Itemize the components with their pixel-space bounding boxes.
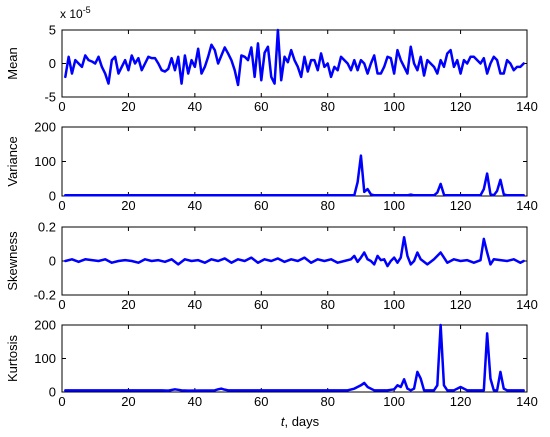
y-tick-label: -5 (44, 90, 56, 105)
x-tick-label: 60 (254, 198, 268, 213)
x-tick-label: 20 (121, 99, 135, 114)
x-axis-label: t, days (281, 414, 320, 429)
x-tick-label: 120 (450, 297, 472, 312)
x-tick-label: 140 (516, 394, 538, 409)
axis-exponent-label: x 10-5 (60, 5, 91, 21)
y-tick-label: 100 (34, 154, 56, 169)
x-tick-label: 0 (58, 198, 65, 213)
x-tick-label: 80 (320, 99, 334, 114)
x-tick-label: 40 (188, 198, 202, 213)
y-tick-label: 0 (49, 254, 56, 269)
y-tick-label: 100 (34, 351, 56, 366)
x-axis-label-italic: t (281, 414, 286, 429)
x-tick-label: 60 (254, 297, 268, 312)
variance-series-line (64, 154, 525, 197)
x-tick-label: 20 (121, 198, 135, 213)
x-tick-label: 40 (188, 394, 202, 409)
x-tick-label: 100 (383, 198, 405, 213)
mean-y-axis-label: Mean (5, 47, 20, 80)
variance-y-axis-label: Variance (5, 136, 20, 186)
mean-series-line (64, 28, 525, 87)
x-axis-label-units: , days (284, 414, 319, 429)
kurtosis-plot-frame (61, 324, 528, 393)
kurtosis-panel: 0 20 40 60 80 100 120 140 0 100 200 Kurtosis (5, 318, 538, 410)
x-tick-label: 80 (320, 198, 334, 213)
x-tick-label: 140 (516, 99, 538, 114)
kurtosis-series-line (64, 323, 525, 392)
kurtosis-y-axis-label: Kurtosis (5, 335, 20, 382)
x-tick-label: 60 (254, 99, 268, 114)
x-tick-label: 80 (320, 394, 334, 409)
variance-plot-frame (61, 126, 528, 197)
x-tick-label: 120 (450, 394, 472, 409)
x-tick-label: 60 (254, 394, 268, 409)
y-tick-label: 0 (49, 189, 56, 204)
x-tick-label: 80 (320, 297, 334, 312)
x-tick-label: 100 (383, 394, 405, 409)
x-tick-label: 0 (58, 99, 65, 114)
axis-exponent-power: -5 (83, 5, 91, 15)
x-tick-label: 100 (383, 99, 405, 114)
y-tick-label: 200 (34, 120, 56, 135)
x-tick-label: 120 (450, 198, 472, 213)
x-tick-label: 20 (121, 394, 135, 409)
x-tick-label: 40 (188, 99, 202, 114)
x-tick-label: 20 (121, 297, 135, 312)
y-tick-label: 200 (34, 318, 56, 333)
axis-exponent-base: x 10 (60, 7, 83, 21)
skewness-y-axis-label: Skewness (5, 231, 20, 291)
skewness-series-line (64, 235, 525, 268)
x-tick-label: 0 (58, 394, 65, 409)
x-tick-label: 120 (450, 99, 472, 114)
y-tick-label: 0 (49, 385, 56, 400)
x-tick-label: 0 (58, 297, 65, 312)
y-tick-label: 0 (49, 56, 56, 71)
x-tick-label: 140 (516, 198, 538, 213)
y-tick-label: 5 (49, 23, 56, 38)
variance-panel: 0 20 40 60 80 100 120 140 0 100 200 Variance (5, 120, 538, 214)
x-tick-label: 40 (188, 297, 202, 312)
x-tick-label: 140 (516, 297, 538, 312)
y-tick-label: 0.2 (38, 220, 56, 235)
x-tick-label: 100 (383, 297, 405, 312)
y-tick-label: -0.2 (34, 288, 56, 303)
